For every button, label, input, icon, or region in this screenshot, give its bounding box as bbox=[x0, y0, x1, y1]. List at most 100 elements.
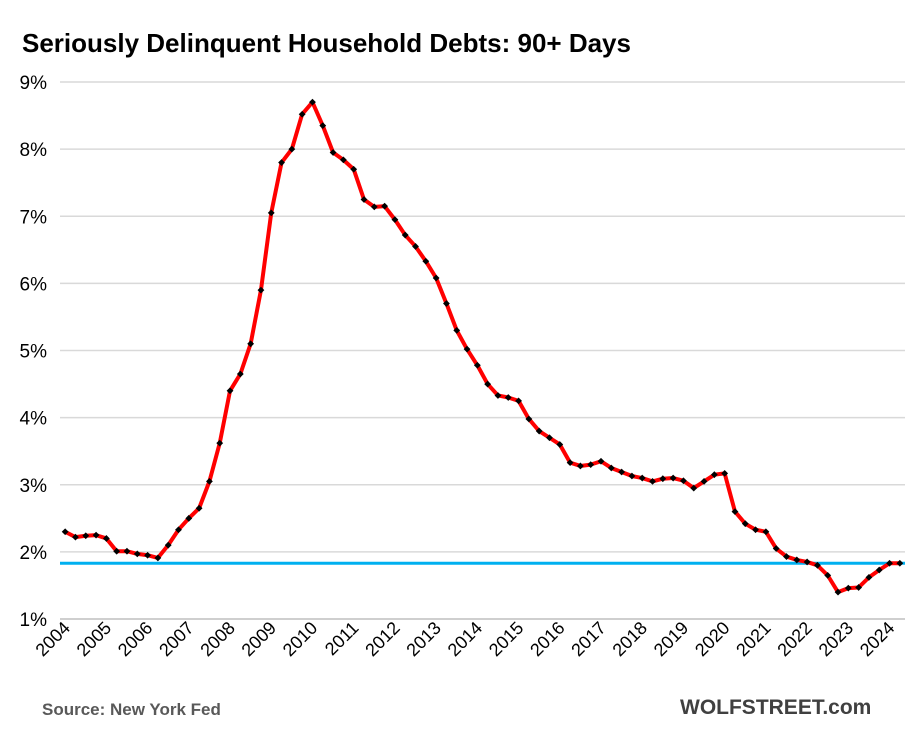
data-point-marker bbox=[484, 380, 492, 388]
data-point-marker bbox=[216, 439, 224, 447]
data-point-marker bbox=[360, 196, 368, 203]
data-point-marker bbox=[886, 559, 893, 567]
data-point-marker bbox=[226, 387, 234, 395]
data-point-marker bbox=[680, 477, 687, 485]
data-point-marker bbox=[267, 209, 275, 217]
y-tick-label: 5% bbox=[20, 342, 48, 363]
y-tick-label: 2% bbox=[20, 543, 48, 564]
data-point-marker bbox=[525, 415, 533, 423]
data-point-marker bbox=[92, 531, 100, 539]
data-point-marker bbox=[566, 459, 574, 466]
data-point-marker bbox=[690, 484, 698, 492]
data-point-marker bbox=[391, 216, 399, 224]
data-point-marker bbox=[473, 361, 481, 369]
data-point-marker bbox=[319, 122, 327, 130]
data-point-marker bbox=[113, 547, 121, 555]
data-point-marker bbox=[700, 477, 708, 485]
data-markers bbox=[61, 98, 904, 596]
data-point-marker bbox=[803, 558, 811, 566]
data-point-marker bbox=[587, 461, 595, 469]
data-point-marker bbox=[82, 532, 90, 540]
data-point-marker bbox=[154, 554, 162, 562]
x-tick-label: 2019 bbox=[650, 618, 692, 660]
data-point-marker bbox=[710, 471, 718, 479]
gridlines bbox=[60, 81, 905, 553]
x-tick-label: 2011 bbox=[321, 618, 363, 660]
y-tick-label: 9% bbox=[20, 73, 48, 94]
data-point-marker bbox=[339, 156, 347, 164]
y-tick-label: 4% bbox=[20, 409, 48, 430]
data-point-marker bbox=[783, 553, 790, 560]
data-point-marker bbox=[649, 477, 656, 485]
y-tick-label: 1% bbox=[20, 610, 48, 631]
y-tick-label: 7% bbox=[20, 207, 48, 228]
data-point-marker bbox=[834, 588, 842, 596]
data-point-marker bbox=[236, 370, 244, 378]
data-point-marker bbox=[659, 475, 667, 483]
x-tick-label: 2018 bbox=[609, 618, 651, 660]
data-point-marker bbox=[597, 457, 605, 465]
x-tick-label: 2014 bbox=[444, 618, 486, 660]
data-point-marker bbox=[133, 550, 141, 558]
data-point-marker bbox=[350, 165, 358, 173]
data-point-marker bbox=[401, 231, 409, 239]
data-point-marker bbox=[515, 397, 522, 405]
data-point-marker bbox=[123, 547, 131, 555]
data-point-marker bbox=[185, 514, 193, 522]
x-tick-label: 2013 bbox=[402, 618, 444, 660]
data-point-marker bbox=[752, 526, 759, 534]
data-point-marker bbox=[731, 508, 739, 515]
data-point-marker bbox=[556, 441, 564, 448]
data-point-marker bbox=[329, 149, 337, 156]
y-tick-label: 6% bbox=[20, 274, 48, 295]
y-tick-label: 8% bbox=[20, 140, 48, 161]
data-point-marker bbox=[422, 257, 430, 265]
x-tick-label: 2009 bbox=[238, 618, 280, 660]
data-point-marker bbox=[504, 394, 512, 401]
data-point-marker bbox=[144, 551, 151, 559]
data-point-marker bbox=[164, 541, 172, 549]
chart-title: Seriously Delinquent Household Debts: 90… bbox=[22, 28, 631, 58]
y-axis-ticks: 1% 2% 3% 4% 5% 6% 7% 8% 9% bbox=[20, 73, 48, 631]
data-point-marker bbox=[741, 520, 749, 528]
x-tick-label: 2022 bbox=[773, 618, 815, 660]
data-point-marker bbox=[824, 571, 832, 579]
x-tick-label: 2012 bbox=[361, 618, 403, 660]
x-tick-label: 2020 bbox=[691, 618, 733, 660]
brand-watermark: WOLFSTREET.com bbox=[680, 696, 872, 719]
data-point-marker bbox=[102, 535, 110, 542]
data-point-marker bbox=[381, 202, 389, 210]
data-point-marker bbox=[814, 561, 821, 569]
data-point-marker bbox=[669, 474, 677, 482]
data-point-marker bbox=[638, 474, 646, 482]
data-point-marker bbox=[535, 427, 543, 435]
data-point-marker bbox=[443, 300, 450, 307]
data-point-marker bbox=[762, 528, 770, 536]
x-tick-label: 2024 bbox=[856, 618, 898, 660]
data-point-marker bbox=[793, 556, 801, 564]
data-point-marker bbox=[278, 159, 285, 166]
data-point-marker bbox=[309, 98, 316, 106]
x-tick-label: 2023 bbox=[815, 618, 857, 660]
x-tick-label: 2016 bbox=[526, 618, 568, 660]
data-point-marker bbox=[494, 392, 502, 399]
x-tick-label: 2017 bbox=[567, 618, 609, 660]
data-point-marker bbox=[546, 434, 553, 442]
data-point-marker bbox=[175, 526, 182, 534]
source-note: Source: New York Fed bbox=[42, 700, 221, 719]
data-point-marker bbox=[288, 145, 296, 153]
x-tick-label: 2006 bbox=[114, 618, 156, 660]
data-point-marker bbox=[206, 477, 213, 485]
data-point-marker bbox=[412, 243, 419, 250]
data-point-marker bbox=[772, 545, 780, 552]
data-point-marker bbox=[453, 326, 461, 334]
x-tick-label: 2007 bbox=[155, 618, 197, 660]
data-point-marker bbox=[844, 584, 852, 592]
data-point-marker bbox=[607, 464, 615, 472]
data-point-marker bbox=[370, 203, 378, 211]
data-point-marker bbox=[247, 340, 255, 348]
x-tick-label: 2010 bbox=[279, 618, 321, 660]
